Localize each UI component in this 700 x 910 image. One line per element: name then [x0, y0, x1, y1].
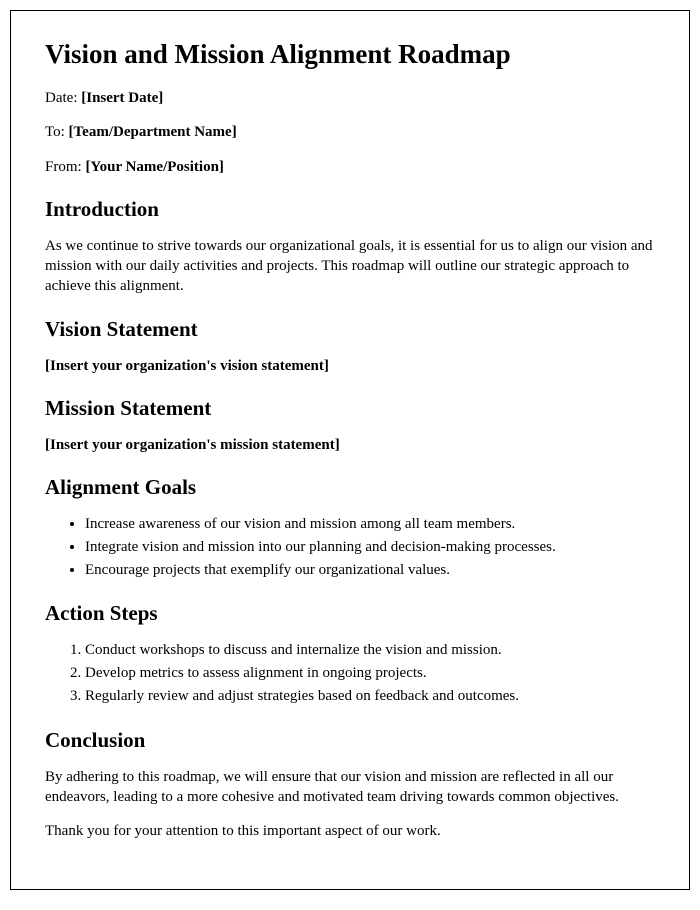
from-label: From:: [45, 159, 85, 175]
list-item: Regularly review and adjust strategies b…: [85, 686, 655, 708]
steps-heading: Action Steps: [45, 601, 655, 626]
vision-heading: Vision Statement: [45, 317, 655, 342]
goals-heading: Alignment Goals: [45, 475, 655, 500]
to-value: [Team/Department Name]: [69, 124, 237, 140]
goals-list: Increase awareness of our vision and mis…: [45, 514, 655, 581]
list-item: Integrate vision and mission into our pl…: [85, 537, 655, 559]
list-item: Develop metrics to assess alignment in o…: [85, 663, 655, 685]
meta-date: Date: [Insert Date]: [45, 88, 655, 108]
list-item: Increase awareness of our vision and mis…: [85, 514, 655, 536]
conclusion-body: By adhering to this roadmap, we will ens…: [45, 767, 655, 808]
conclusion-heading: Conclusion: [45, 728, 655, 753]
to-label: To:: [45, 124, 69, 140]
introduction-body: As we continue to strive towards our org…: [45, 236, 655, 297]
date-value: [Insert Date]: [81, 90, 163, 106]
meta-from: From: [Your Name/Position]: [45, 157, 655, 177]
meta-to: To: [Team/Department Name]: [45, 122, 655, 142]
mission-body: [Insert your organization's mission stat…: [45, 435, 655, 455]
page-title: Vision and Mission Alignment Roadmap: [45, 39, 655, 70]
thanks-line: Thank you for your attention to this imp…: [45, 821, 655, 841]
vision-body: [Insert your organization's vision state…: [45, 356, 655, 376]
mission-heading: Mission Statement: [45, 396, 655, 421]
document-page: Vision and Mission Alignment Roadmap Dat…: [10, 10, 690, 890]
list-item: Conduct workshops to discuss and interna…: [85, 640, 655, 662]
date-label: Date:: [45, 90, 81, 106]
introduction-heading: Introduction: [45, 197, 655, 222]
from-value: [Your Name/Position]: [85, 159, 223, 175]
steps-list: Conduct workshops to discuss and interna…: [45, 640, 655, 707]
list-item: Encourage projects that exemplify our or…: [85, 560, 655, 582]
